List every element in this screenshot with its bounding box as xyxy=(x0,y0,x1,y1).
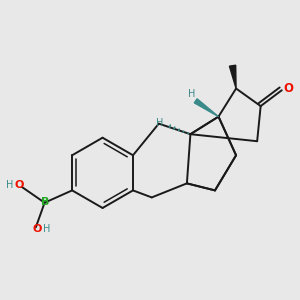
Text: H: H xyxy=(156,118,164,128)
Polygon shape xyxy=(230,65,236,88)
Polygon shape xyxy=(194,99,218,117)
Text: B: B xyxy=(41,197,50,207)
Text: H: H xyxy=(188,89,196,100)
Text: O: O xyxy=(33,224,42,234)
Text: O: O xyxy=(14,180,24,190)
Text: H: H xyxy=(44,224,51,234)
Text: O: O xyxy=(283,82,293,95)
Text: H: H xyxy=(6,180,13,190)
